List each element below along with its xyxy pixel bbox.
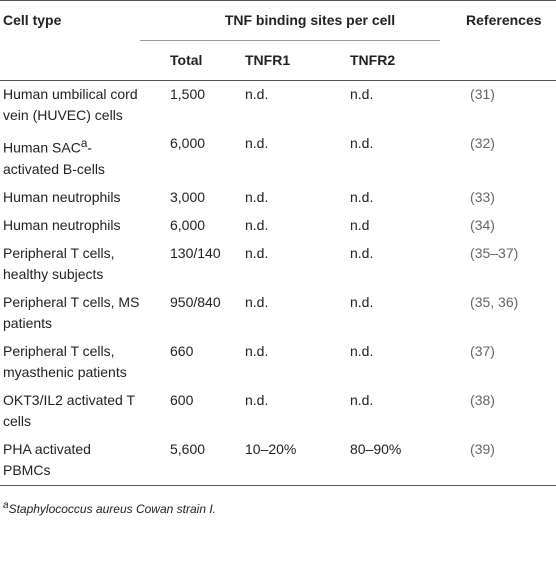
- header-cell: TNFR1: [245, 52, 291, 68]
- superscript: a: [80, 137, 88, 150]
- table-row: Human neutrophils 6,000 n.d. n.d (34): [0, 212, 556, 240]
- value: 130/140: [170, 244, 221, 261]
- reference: (31): [470, 86, 495, 102]
- value: n.d.: [350, 188, 374, 205]
- value: n.d.: [350, 391, 374, 408]
- cell-text: Human SAC: [3, 139, 81, 156]
- value: 80–90%: [350, 440, 402, 457]
- value: 5,600: [170, 440, 206, 457]
- reference: (39): [470, 440, 495, 457]
- header-cell: Total: [170, 52, 203, 68]
- header-cell: References: [466, 12, 542, 28]
- value: 6,000: [170, 216, 206, 233]
- reference: (38): [470, 391, 495, 408]
- footnote-text: Staphylococcus aureus Cowan strain I.: [8, 501, 217, 516]
- reference: (37): [470, 342, 495, 359]
- value: n.d.: [245, 188, 269, 205]
- cell-type: OKT3/IL2 activated T cells: [3, 391, 135, 429]
- value: n.d.: [350, 135, 374, 151]
- table-row: OKT3/IL2 activated T cells 600 n.d. n.d. (38…: [0, 387, 556, 436]
- value: 1,500: [170, 86, 206, 102]
- cell-type: Human neutrophils: [3, 216, 121, 233]
- header-group: TNF binding sites per cell: [140, 0, 441, 41]
- cell-type: Peripheral T cells, MS patients: [3, 293, 140, 331]
- value: n.d.: [245, 86, 269, 102]
- table-row: Peripheral T cells, healthy subjects 130/…: [0, 240, 556, 289]
- value: n.d.: [245, 391, 269, 408]
- value: n.d.: [245, 244, 269, 261]
- value: n.d.: [245, 135, 269, 151]
- header-cell: TNFR2: [350, 52, 396, 68]
- value: n.d.: [245, 342, 269, 359]
- table-row: Peripheral T cells, MS patients 950/840 n.…: [0, 289, 556, 338]
- footnote: aStaphylococcus aureus Cowan strain I.: [0, 486, 556, 516]
- value: 6,000: [170, 135, 206, 151]
- value: n.d.: [245, 293, 269, 310]
- cell-text: -activated B-cells: [3, 139, 105, 177]
- footnote-mark: a: [3, 499, 9, 511]
- cell-type: Human SACa-activated B-cells: [0, 130, 140, 184]
- value: n.d: [350, 216, 370, 233]
- table-body: Human umbilical cord vein (HUVEC) cells 1…: [0, 81, 556, 486]
- value: n.d.: [245, 216, 269, 233]
- value: 600: [170, 391, 194, 408]
- table: Cell type TNF binding sites per cell Ref…: [0, 0, 556, 486]
- cell-type: PHA activated PBMCs: [3, 440, 91, 478]
- table-row: Human umbilical cord vein (HUVEC) cells 1…: [0, 81, 556, 131]
- cell-type: Human umbilical cord vein (HUVEC) cells: [3, 86, 138, 123]
- table-row: PHA activated PBMCs 5,600 10–20% 80–90% (39): [0, 436, 556, 486]
- value: 10–20%: [245, 440, 297, 457]
- cell-type: Peripheral T cells, myasthenic patients: [3, 342, 127, 380]
- reference: (35, 36): [470, 293, 519, 310]
- cell-type: Peripheral T cells, healthy subjects: [3, 244, 115, 282]
- reference: (32): [470, 135, 495, 151]
- reference: (34): [470, 216, 495, 233]
- table-row: Human neutrophils 3,000 n.d. n.d. (33): [0, 184, 556, 212]
- value: 3,000: [170, 188, 206, 205]
- value: n.d.: [350, 293, 374, 310]
- cell-type: Human neutrophils: [3, 188, 121, 205]
- reference: (33): [470, 188, 495, 205]
- header-cell: Cell type: [3, 12, 62, 28]
- value: 950/840: [170, 293, 221, 310]
- value: n.d.: [350, 342, 374, 359]
- reference: (35–37): [470, 244, 519, 261]
- table-row: Peripheral T cells, myasthenic patients 6…: [0, 338, 556, 387]
- value: n.d.: [350, 244, 374, 261]
- value: n.d.: [350, 86, 374, 102]
- value: 660: [170, 342, 194, 359]
- table-row: Human SACa-activated B-cells 6,000 n.d. n.d…: [0, 130, 556, 184]
